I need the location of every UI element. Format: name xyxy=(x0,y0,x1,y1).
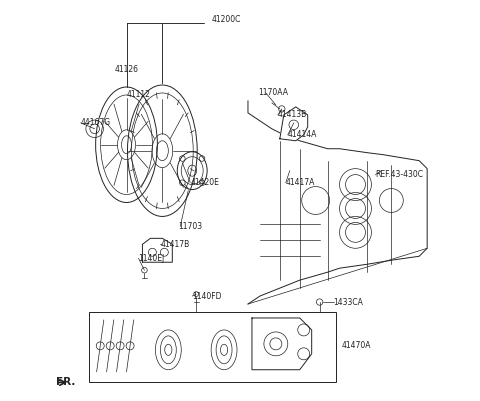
Text: 41417A: 41417A xyxy=(286,178,315,187)
Polygon shape xyxy=(143,238,172,262)
Text: 41462A: 41462A xyxy=(290,369,319,378)
Text: 11703: 11703 xyxy=(178,222,203,231)
Text: 1140FD: 1140FD xyxy=(192,292,222,301)
Polygon shape xyxy=(252,318,312,370)
FancyBboxPatch shape xyxy=(89,312,336,382)
Text: 41480: 41480 xyxy=(286,329,310,338)
Text: 41420E: 41420E xyxy=(190,178,219,187)
Text: 41200C: 41200C xyxy=(212,15,241,24)
Text: 41417B: 41417B xyxy=(160,240,190,249)
Text: 1140EJ: 1140EJ xyxy=(138,254,165,263)
Text: 1170AA: 1170AA xyxy=(258,89,288,97)
Text: 41126: 41126 xyxy=(115,65,139,74)
Text: 44167G: 44167G xyxy=(81,118,111,128)
Text: 41657: 41657 xyxy=(214,326,239,334)
Polygon shape xyxy=(280,107,308,141)
Text: FR.: FR. xyxy=(56,377,75,387)
Text: 1140FH: 1140FH xyxy=(168,373,198,382)
Text: 1433CA: 1433CA xyxy=(334,298,363,306)
Text: 41657: 41657 xyxy=(214,357,239,366)
Text: 41413B: 41413B xyxy=(278,110,307,119)
Text: 41470A: 41470A xyxy=(342,341,371,350)
Text: 41112: 41112 xyxy=(127,91,150,99)
Text: REF.43-430C: REF.43-430C xyxy=(375,170,423,179)
Text: 41414A: 41414A xyxy=(288,130,317,139)
